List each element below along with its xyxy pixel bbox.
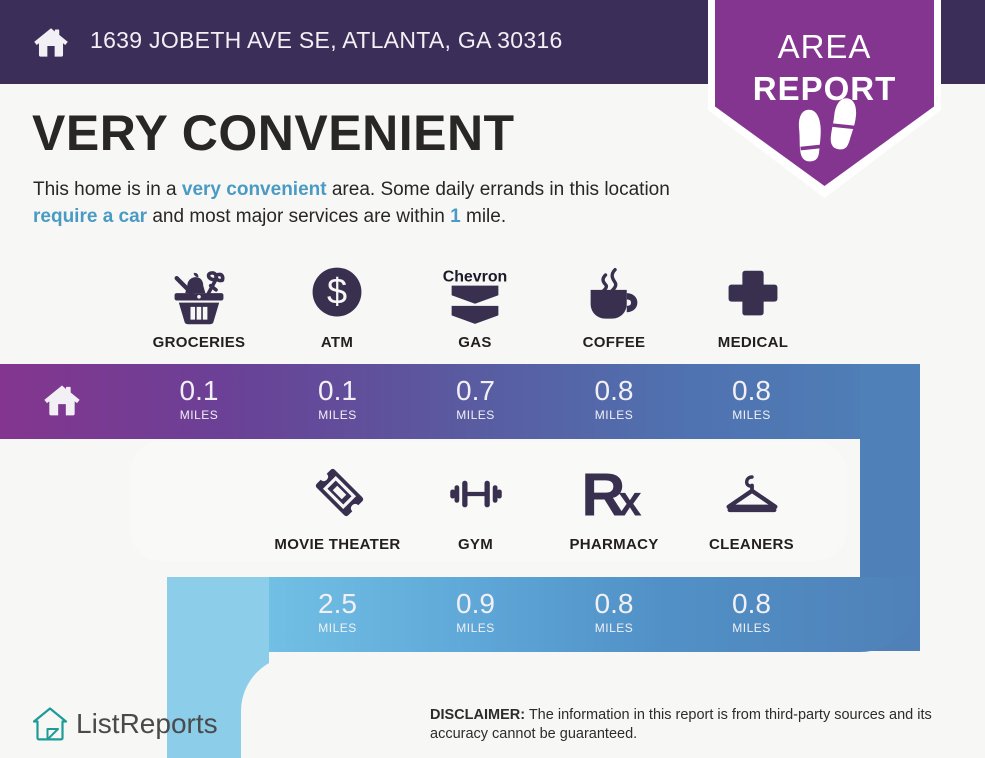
svg-text:$: $	[327, 271, 347, 312]
svg-text:REPORT: REPORT	[753, 70, 897, 107]
svg-text:AREA: AREA	[778, 28, 872, 65]
svg-text:x: x	[618, 478, 642, 525]
svg-text:Chevron: Chevron	[443, 268, 508, 285]
